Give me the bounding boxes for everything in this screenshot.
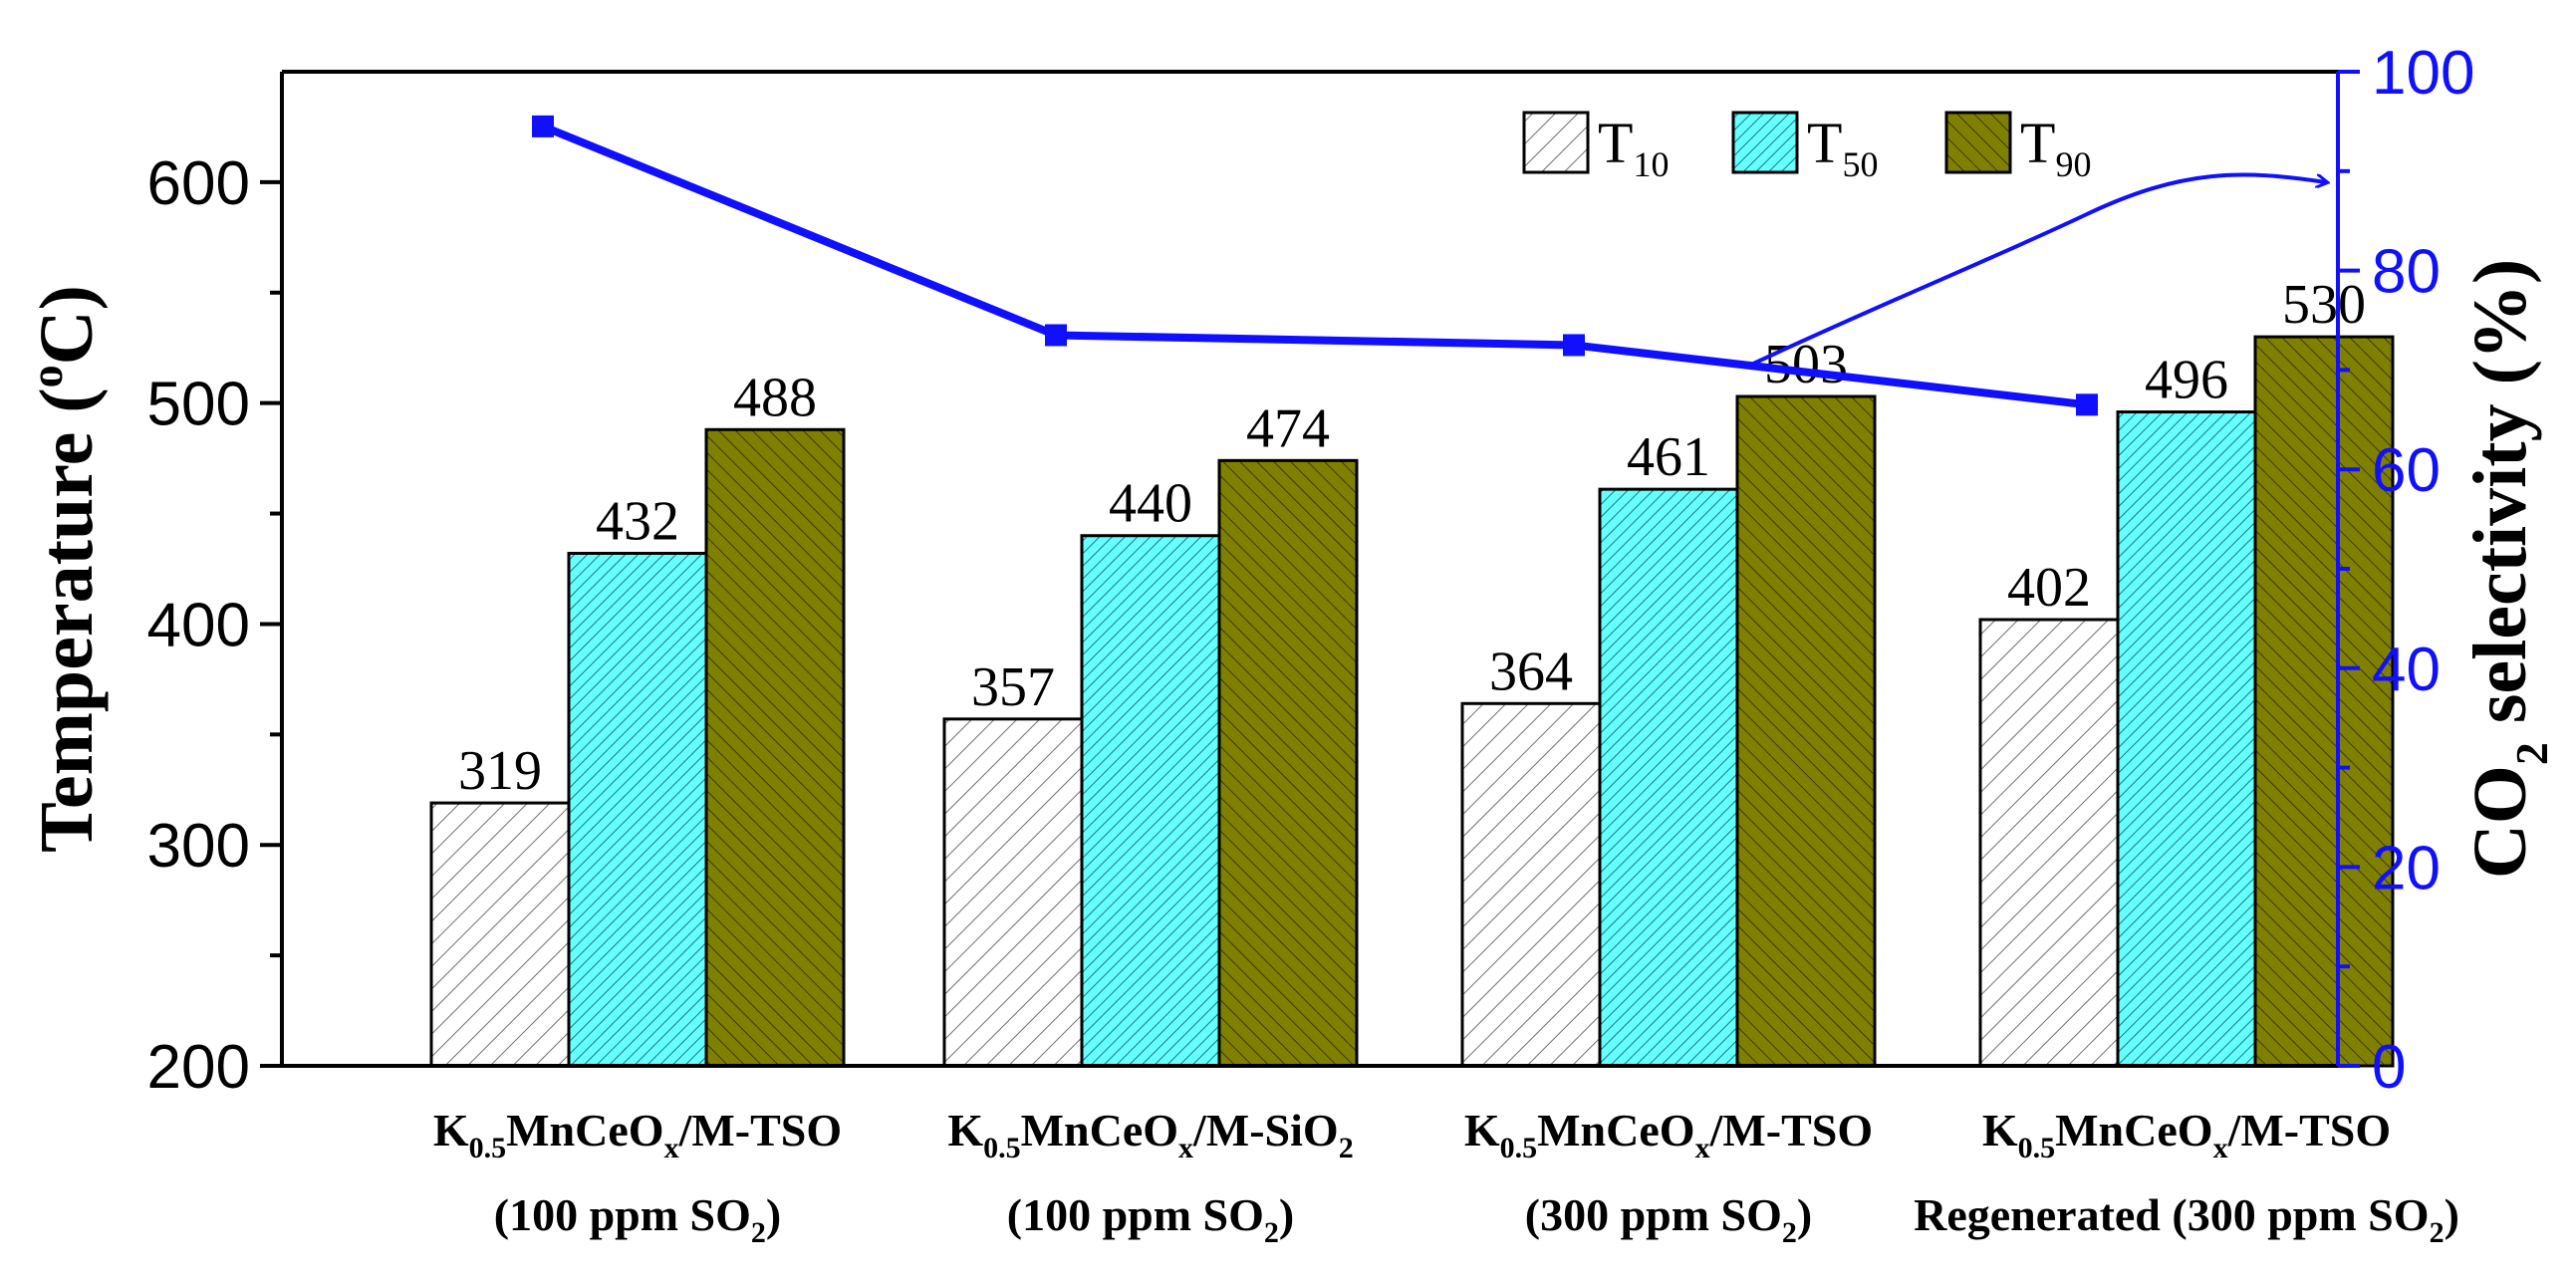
category-label-line2: (300 ppm SO2)	[1525, 1189, 1813, 1249]
bar-t10-3	[1978, 618, 2120, 1068]
right-tick-label: 60	[2372, 436, 2441, 505]
data-label-t90-1: 474	[1246, 397, 1330, 459]
bar-t90-1	[1217, 458, 1359, 1068]
data-label-t90-2: 503	[1764, 334, 1848, 395]
data-label-t10-2: 364	[1489, 641, 1573, 702]
left-tick-label: 300	[147, 812, 250, 881]
bar-t10-2	[1460, 701, 1602, 1068]
legend-swatch-t90	[1944, 111, 2012, 174]
left-tick-label: 600	[147, 149, 250, 218]
data-label-t50-1: 440	[1109, 473, 1192, 535]
legend-swatch-t10	[1522, 111, 1590, 174]
bar-group	[429, 335, 2395, 1068]
legend-label-t90: T90	[2020, 111, 2091, 184]
right-tick-label: 100	[2372, 39, 2474, 108]
category-label-group: K0.5MnCeOx/M-TSO (100 ppm SO2) K0.5MnCeOx/…	[433, 1105, 2459, 1249]
category-label-line1: K0.5MnCeOx/M-SiO2	[947, 1105, 1353, 1164]
bar-t50-3	[2116, 410, 2257, 1068]
co2-selectivity-point	[1563, 334, 1585, 357]
co2-selectivity-point	[532, 115, 554, 137]
co2-selectivity-point	[1045, 324, 1067, 347]
category-label-line1: K0.5MnCeOx/M-TSO	[1982, 1105, 2391, 1164]
bar-t90-0	[704, 427, 846, 1068]
right-tick-label: 0	[2372, 1033, 2406, 1102]
category-label-line2: (100 ppm SO2)	[494, 1189, 782, 1249]
co2-selectivity-line-group	[532, 115, 2098, 416]
right-tick-label: 80	[2372, 238, 2441, 307]
bar-t10-0	[429, 801, 571, 1068]
data-label-group: 319 432 488 357 440 474 364 461 503 402 496 530	[458, 274, 2366, 802]
data-label-t50-3: 496	[2145, 350, 2228, 411]
bar-t50-0	[567, 551, 708, 1068]
left-tick-label: 200	[147, 1033, 250, 1102]
category-label-line2: Regenerated (300 ppm SO2)	[1914, 1189, 2459, 1249]
right-tick-label: 20	[2372, 834, 2441, 902]
bar-t10-1	[942, 717, 1084, 1068]
co2-selectivity-point	[2076, 393, 2098, 416]
left-tick-label: 500	[147, 371, 250, 439]
co2-selectivity-line	[541, 123, 2088, 409]
bar-t50-1	[1080, 534, 1221, 1068]
right-tick-group: 0 20 40 60 80 100	[2338, 39, 2474, 1102]
data-label-t90-3: 530	[2282, 274, 2366, 336]
y-axis-right-title: CO2 selectivity (%)	[2458, 259, 2557, 879]
data-label-t10-3: 402	[2007, 557, 2091, 619]
legend-swatch-t50	[1731, 111, 1799, 174]
category-label-line2: (100 ppm SO2)	[1007, 1189, 1295, 1249]
right-axis-arrow	[1750, 172, 2326, 367]
y-axis-left-title: Temperature (oC)	[21, 285, 109, 853]
category-label-line1: K0.5MnCeOx/M-TSO	[433, 1105, 842, 1164]
data-label-t50-0: 432	[596, 490, 679, 552]
legend: T10 T50 T90	[1522, 111, 2091, 184]
bar-t50-2	[1598, 487, 1739, 1068]
data-label-t90-0: 488	[733, 367, 817, 428]
category-label-line1: K0.5MnCeOx/M-TSO	[1464, 1105, 1873, 1164]
left-tick-label: 400	[147, 591, 250, 659]
data-label-t10-0: 319	[458, 740, 542, 802]
data-label-t50-2: 461	[1627, 426, 1710, 488]
legend-label-t50: T50	[1807, 111, 1878, 184]
left-tick-group: 200 300 400 500 600	[147, 149, 282, 1102]
bar-t90-3	[2253, 335, 2395, 1068]
data-label-t10-1: 357	[971, 656, 1055, 718]
bar-t90-2	[1735, 394, 1877, 1068]
legend-label-t10: T10	[1598, 111, 1669, 184]
right-tick-label: 40	[2372, 636, 2441, 704]
